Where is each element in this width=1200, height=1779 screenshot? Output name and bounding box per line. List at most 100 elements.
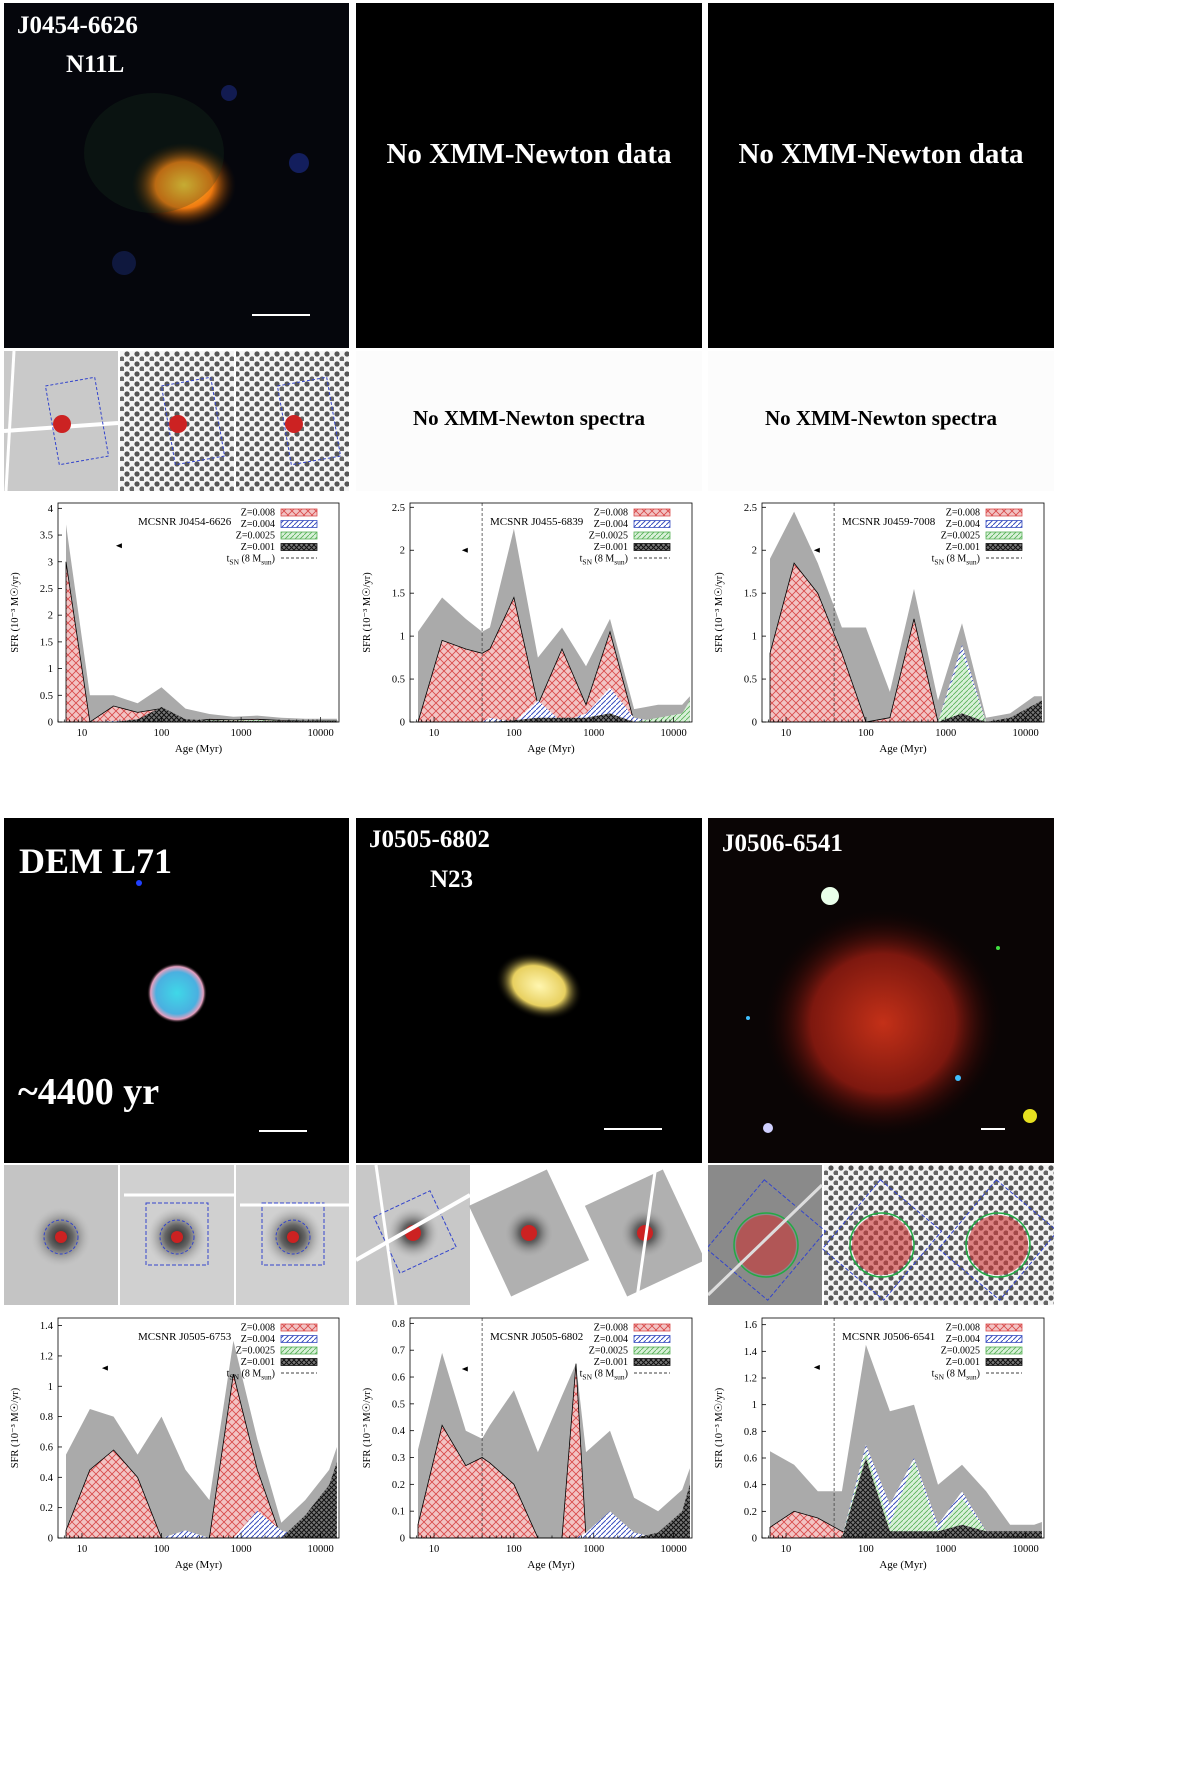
x-tick-label: 10000 bbox=[660, 1544, 686, 1555]
legend-swatch bbox=[280, 1346, 318, 1355]
y-tick-label: 3 bbox=[48, 557, 53, 568]
x-tick-label: 10 bbox=[781, 1544, 792, 1555]
y-tick-label: 1.5 bbox=[40, 637, 53, 648]
sfh-chart-j0505-6802: 0 0.1 0.2 0.3 0.4 0.5 0.6 0.7 0.8 10 100 1000 10000 A… bbox=[361, 1317, 693, 1571]
chart-title: MCSNR J0505-6753 bbox=[138, 1331, 232, 1343]
x-tick-label: 1000 bbox=[583, 1544, 604, 1555]
y-tick-label: 1 bbox=[752, 1400, 757, 1411]
spectra-strip-j0454-6626 bbox=[4, 351, 349, 491]
y-tick-label: 2.5 bbox=[392, 503, 405, 514]
plot-frame bbox=[409, 1317, 693, 1539]
chart-title: MCSNR J0455-6839 bbox=[490, 516, 584, 528]
no-spectra-message: No XMM-Newton spectra bbox=[412, 406, 646, 430]
legend-swatch bbox=[633, 1323, 671, 1332]
y-axis-label: SFR (10⁻³ M☉/yr) bbox=[713, 572, 725, 653]
chart-title: MCSNR J0454-6626 bbox=[138, 516, 232, 528]
snr-name-label: J0454-6626 bbox=[17, 12, 138, 39]
x-axis-label: Age (Myr) bbox=[175, 743, 223, 755]
legend-swatch bbox=[633, 543, 671, 551]
series-area-z0001 bbox=[418, 713, 690, 722]
y-tick-label: 2 bbox=[752, 546, 757, 557]
legend-label: Z=0.001 bbox=[594, 1357, 628, 1368]
x-tick-label: 10 bbox=[429, 728, 440, 739]
legend-label: Z=0.004 bbox=[241, 1334, 275, 1345]
y-tick-label: 1.4 bbox=[744, 1347, 758, 1358]
y-axis-label: SFR (10⁻³ M☉/yr) bbox=[713, 1387, 725, 1468]
x-tick-label: 10000 bbox=[308, 728, 334, 739]
plot-frame bbox=[57, 502, 340, 723]
y-tick-label: 1 bbox=[752, 632, 757, 643]
series-area-z00025 bbox=[770, 1451, 1042, 1538]
legend-label: Z=0.0025 bbox=[941, 531, 980, 542]
snr-alias-label: N23 bbox=[430, 866, 474, 893]
x-tick-label: 100 bbox=[506, 728, 522, 739]
legend-label: Z=0.008 bbox=[241, 508, 275, 519]
sfh-chart-j0455-6839: 0 0.5 1 1.5 2 2.5 10 100 1000 10000 Age (Myr) SFR (… bbox=[361, 502, 693, 755]
legend-swatch bbox=[985, 531, 1023, 540]
legend-label: Z=0.008 bbox=[946, 1323, 980, 1334]
legend-label: Z=0.001 bbox=[946, 1357, 980, 1368]
legend-swatch bbox=[633, 1335, 671, 1343]
legend-swatch bbox=[985, 520, 1023, 528]
y-tick-label: 1 bbox=[48, 1382, 53, 1393]
legend-label-tsn: tSN (8 Msun) bbox=[227, 1369, 275, 1382]
x-tick-label: 1000 bbox=[583, 728, 604, 739]
y-tick-label: 0.6 bbox=[40, 1442, 53, 1453]
snr-image-dem-l71: DEM L71 ~4400 yr bbox=[4, 818, 349, 1163]
series-area-z0001 bbox=[770, 700, 1042, 722]
legend-label: Z=0.001 bbox=[946, 542, 980, 553]
y-tick-label: 2 bbox=[400, 546, 405, 557]
series-area-z00025 bbox=[770, 653, 1042, 722]
legend-swatch bbox=[985, 1323, 1023, 1332]
legend-label: Z=0.0025 bbox=[589, 531, 628, 542]
y-tick-label: 0.5 bbox=[392, 675, 405, 686]
no-xmm-data-panel: No XMM-Newton data bbox=[356, 3, 702, 348]
y-tick-label: 1.4 bbox=[40, 1321, 54, 1332]
y-tick-label: 0.7 bbox=[392, 1346, 405, 1357]
legend-swatch bbox=[633, 1346, 671, 1355]
snr-image-j0505-6802: J0505-6802 N23 bbox=[356, 818, 702, 1163]
arrow-marker bbox=[115, 543, 122, 549]
legend-label: Z=0.008 bbox=[594, 508, 628, 519]
y-tick-label: 1.5 bbox=[744, 589, 757, 600]
y-tick-label: 0 bbox=[48, 1534, 53, 1545]
x-axis-label: Age (Myr) bbox=[527, 743, 575, 755]
legend-label: Z=0.001 bbox=[594, 542, 628, 553]
legend-label: Z=0.001 bbox=[241, 1357, 275, 1368]
x-tick-label: 1000 bbox=[935, 728, 956, 739]
chart-title: MCSNR J0459-7008 bbox=[842, 516, 936, 528]
no-xmm-data-panel: No XMM-Newton data bbox=[708, 3, 1054, 348]
legend-label: Z=0.004 bbox=[946, 1334, 980, 1345]
legend-label: Z=0.004 bbox=[241, 519, 275, 530]
y-tick-label: 1.2 bbox=[744, 1374, 757, 1385]
arrow-marker bbox=[461, 1366, 468, 1372]
legend-label: Z=0.004 bbox=[946, 519, 980, 530]
x-tick-label: 10000 bbox=[660, 728, 686, 739]
x-tick-label: 10000 bbox=[1012, 728, 1038, 739]
spectra-strip-j0505-6802 bbox=[356, 1165, 702, 1305]
y-tick-label: 1.5 bbox=[392, 589, 405, 600]
legend-swatch bbox=[985, 1335, 1023, 1343]
x-tick-label: 10 bbox=[77, 1544, 88, 1555]
arrow-marker bbox=[101, 1365, 108, 1371]
legend-label: Z=0.001 bbox=[241, 542, 275, 553]
legend-label-tsn: tSN (8 Msun) bbox=[932, 554, 980, 567]
legend-label-tsn: tSN (8 Msun) bbox=[932, 1369, 980, 1382]
snr-image-j0506-6541: J0506-6541 bbox=[708, 818, 1054, 1163]
legend-swatch bbox=[633, 508, 671, 517]
y-tick-label: 3.5 bbox=[40, 531, 53, 542]
x-tick-label: 10 bbox=[429, 1544, 440, 1555]
y-tick-label: 0.2 bbox=[392, 1480, 405, 1491]
legend-swatch bbox=[280, 1335, 318, 1343]
y-tick-label: 0.6 bbox=[744, 1454, 757, 1465]
sfh-chart-j0454-6626: 0 0.5 1 1.5 2 2.5 3 3.5 4 10 100 1000 10000 Age (Myr)… bbox=[9, 502, 340, 755]
legend-swatch bbox=[633, 531, 671, 540]
snr-age-label: ~4400 yr bbox=[18, 1071, 160, 1113]
scale-bar bbox=[259, 1130, 307, 1132]
y-axis-label: SFR (10⁻³ M☉/yr) bbox=[9, 1387, 21, 1468]
y-tick-label: 0 bbox=[48, 718, 53, 729]
legend-swatch bbox=[280, 508, 318, 517]
y-tick-label: 0 bbox=[752, 718, 757, 729]
legend-swatch bbox=[985, 1358, 1023, 1366]
snr-alias-label: N11L bbox=[66, 51, 125, 78]
